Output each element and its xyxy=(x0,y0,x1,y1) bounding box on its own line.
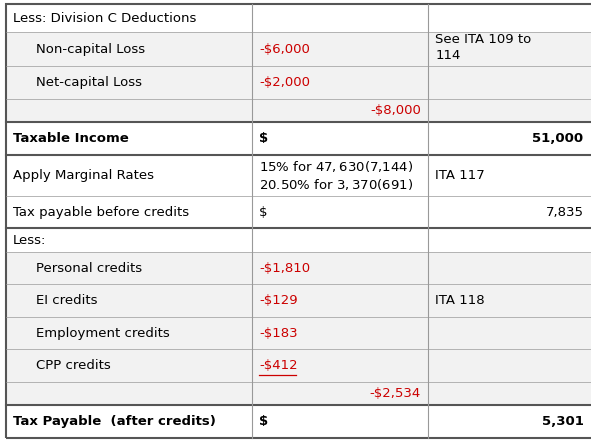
Text: Tax payable before credits: Tax payable before credits xyxy=(13,206,189,219)
Bar xyxy=(252,32,428,66)
Bar xyxy=(6,99,252,122)
Bar xyxy=(428,155,591,196)
Bar xyxy=(6,349,252,382)
Bar xyxy=(6,284,252,317)
Text: ITA 117: ITA 117 xyxy=(435,169,485,182)
Text: Less:: Less: xyxy=(13,234,46,247)
Bar xyxy=(428,196,591,229)
Bar xyxy=(6,382,252,405)
Bar xyxy=(428,122,591,155)
Text: -$412: -$412 xyxy=(259,359,298,372)
Text: -$2,000: -$2,000 xyxy=(259,76,310,89)
Bar xyxy=(428,99,591,122)
Bar xyxy=(428,284,591,317)
Bar xyxy=(252,229,428,252)
Text: $: $ xyxy=(259,132,268,145)
Text: -$2,534: -$2,534 xyxy=(370,387,421,400)
Bar xyxy=(252,99,428,122)
Text: Employment credits: Employment credits xyxy=(37,327,170,339)
Text: $: $ xyxy=(259,206,268,219)
Text: Apply Marginal Rates: Apply Marginal Rates xyxy=(13,169,154,182)
Text: 5,301: 5,301 xyxy=(541,415,583,428)
Bar xyxy=(252,122,428,155)
Text: CPP credits: CPP credits xyxy=(37,359,111,372)
Bar xyxy=(252,284,428,317)
Text: Personal credits: Personal credits xyxy=(37,262,142,274)
Text: 15% for $47,630 ($7,144): 15% for $47,630 ($7,144) xyxy=(259,159,413,174)
Text: ITA 118: ITA 118 xyxy=(435,294,485,307)
Bar xyxy=(6,4,252,32)
Bar xyxy=(6,196,252,229)
Text: Net-capital Loss: Net-capital Loss xyxy=(37,76,142,89)
Bar xyxy=(252,317,428,349)
Text: -$183: -$183 xyxy=(259,327,298,339)
Text: -$1,810: -$1,810 xyxy=(259,262,310,274)
Bar xyxy=(252,155,428,196)
Bar xyxy=(6,252,252,284)
Text: Non-capital Loss: Non-capital Loss xyxy=(37,43,145,56)
Text: EI credits: EI credits xyxy=(37,294,98,307)
Text: 7,835: 7,835 xyxy=(545,206,583,219)
Bar xyxy=(428,229,591,252)
Bar xyxy=(6,66,252,99)
Bar xyxy=(252,4,428,32)
Bar xyxy=(428,66,591,99)
Text: Tax Payable  (after credits): Tax Payable (after credits) xyxy=(13,415,216,428)
Bar xyxy=(252,252,428,284)
Text: $: $ xyxy=(259,415,268,428)
Text: See ITA 109 to: See ITA 109 to xyxy=(435,33,531,46)
Bar xyxy=(6,405,252,438)
Bar xyxy=(252,349,428,382)
Text: Less: Division C Deductions: Less: Division C Deductions xyxy=(13,12,196,25)
Bar xyxy=(428,382,591,405)
Bar xyxy=(428,317,591,349)
Text: 114: 114 xyxy=(435,49,460,62)
Bar xyxy=(428,32,591,66)
Text: 51,000: 51,000 xyxy=(532,132,583,145)
Text: -$129: -$129 xyxy=(259,294,298,307)
Bar xyxy=(6,155,252,196)
Bar xyxy=(6,317,252,349)
Bar xyxy=(252,405,428,438)
Bar xyxy=(6,229,252,252)
Bar xyxy=(428,405,591,438)
Bar xyxy=(6,32,252,66)
Text: Taxable Income: Taxable Income xyxy=(13,132,129,145)
Bar xyxy=(6,122,252,155)
Bar xyxy=(252,196,428,229)
Bar xyxy=(428,4,591,32)
Text: 20.50% for $3,370 ($691): 20.50% for $3,370 ($691) xyxy=(259,177,413,192)
Bar xyxy=(428,252,591,284)
Bar xyxy=(252,382,428,405)
Text: -$8,000: -$8,000 xyxy=(370,104,421,117)
Text: -$6,000: -$6,000 xyxy=(259,43,310,56)
Bar xyxy=(252,66,428,99)
Bar xyxy=(428,349,591,382)
